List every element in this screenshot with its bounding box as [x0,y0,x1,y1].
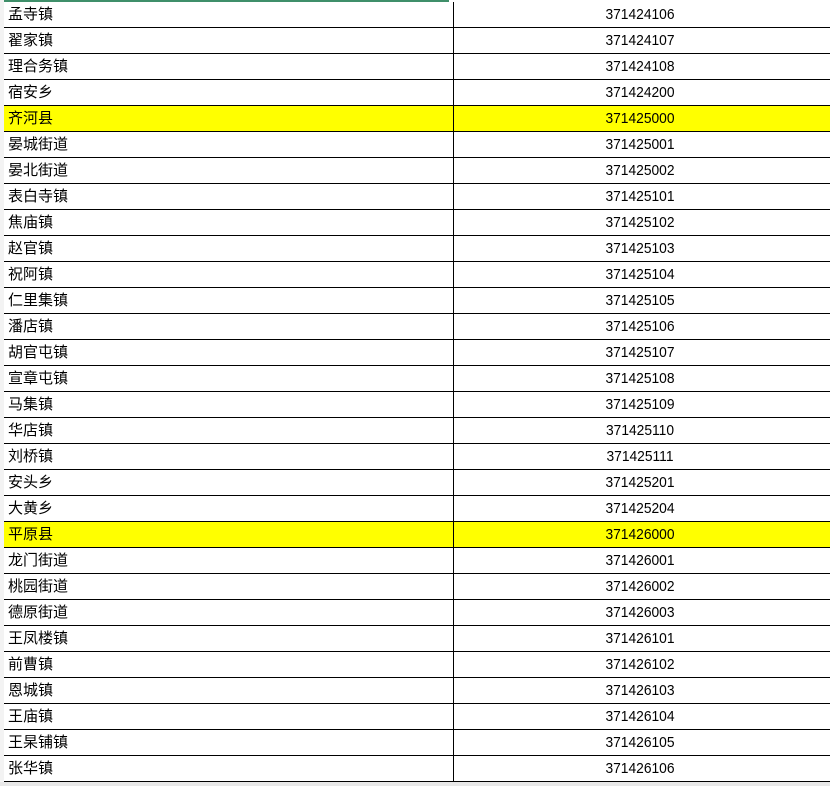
code-cell[interactable]: 371425101 [605,188,675,205]
name-cell[interactable]: 恩城镇 [4,678,454,703]
name-cell[interactable]: 表白寺镇 [4,184,454,209]
table-row: 安头乡 371425201 [4,470,830,496]
name-cell[interactable]: 齐河县 [4,106,454,131]
code-cell[interactable]: 371425201 [605,474,675,491]
name-cell[interactable]: 晏北街道 [4,158,454,183]
name-cell[interactable]: 宿安乡 [4,80,454,105]
name-cell[interactable]: 安头乡 [4,470,454,495]
table-row: 潘店镇 371425106 [4,314,830,340]
code-cell[interactable]: 371425105 [605,292,675,309]
name-cell[interactable]: 焦庙镇 [4,210,454,235]
name-cell[interactable]: 张华镇 [4,756,454,781]
code-cell[interactable]: 371425000 [605,110,675,127]
code-cell[interactable]: 371426104 [605,708,675,725]
code-cell[interactable]: 371426002 [605,578,675,595]
table-row: 孟寺镇 371424106 [4,2,830,28]
name-cell[interactable]: 晏城街道 [4,132,454,157]
table-row: 齐河县 371425000 [4,106,830,132]
table-row: 桃园街道 371426002 [4,574,830,600]
code-cell[interactable]: 371426103 [605,682,675,699]
code-cell[interactable]: 371425102 [605,214,675,231]
code-cell[interactable]: 371425108 [605,370,675,387]
name-cell[interactable]: 刘桥镇 [4,444,454,469]
code-cell[interactable]: 371424106 [605,6,675,23]
table-row: 大黄乡 371425204 [4,496,830,522]
table-row: 刘桥镇 371425111 [4,444,830,470]
table-row: 理合务镇 371424108 [4,54,830,80]
table-row: 前曹镇 371426102 [4,652,830,678]
table-row: 恩城镇 371426103 [4,678,830,704]
table-row: 宿安乡 371424200 [4,80,830,106]
code-cell[interactable]: 371424200 [605,84,675,101]
table-row: 王凤楼镇 371426101 [4,626,830,652]
code-cell[interactable]: 371425109 [605,396,675,413]
code-cell[interactable]: 371425103 [605,240,675,257]
sheet-bottom-edge [0,782,830,786]
table-row: 王杲铺镇 371426105 [4,730,830,756]
name-cell[interactable]: 仁里集镇 [4,288,454,313]
code-cell[interactable]: 371426001 [605,552,675,569]
code-cell[interactable]: 371425001 [605,136,675,153]
name-cell[interactable]: 平原县 [4,522,454,547]
code-cell[interactable]: 371426102 [605,656,675,673]
table-row: 宣章屯镇 371425108 [4,366,830,392]
name-cell[interactable]: 桃园街道 [4,574,454,599]
table-row: 王庙镇 371426104 [4,704,830,730]
name-cell[interactable]: 祝阿镇 [4,262,454,287]
table-row: 晏城街道 371425001 [4,132,830,158]
table-row: 德原街道 371426003 [4,600,830,626]
table-row: 表白寺镇 371425101 [4,184,830,210]
name-cell[interactable]: 德原街道 [4,600,454,625]
code-cell[interactable]: 371426106 [605,760,675,777]
table-row: 翟家镇 371424107 [4,28,830,54]
table-row: 赵官镇 371425103 [4,236,830,262]
name-cell[interactable]: 胡官屯镇 [4,340,454,365]
name-cell[interactable]: 王凤楼镇 [4,626,454,651]
name-cell[interactable]: 翟家镇 [4,28,454,53]
table-row: 马集镇 371425109 [4,392,830,418]
code-cell[interactable]: 371426101 [605,630,675,647]
name-cell[interactable]: 赵官镇 [4,236,454,261]
name-cell[interactable]: 华店镇 [4,418,454,443]
name-cell[interactable]: 龙门街道 [4,548,454,573]
code-cell[interactable]: 371426003 [605,604,675,621]
table-row: 胡官屯镇 371425107 [4,340,830,366]
code-cell[interactable]: 371425106 [605,318,675,335]
table-row: 平原县 371426000 [4,522,830,548]
table-row: 仁里集镇 371425105 [4,288,830,314]
table-row: 祝阿镇 371425104 [4,262,830,288]
code-cell[interactable]: 371425104 [605,266,675,283]
name-cell[interactable]: 大黄乡 [4,496,454,521]
name-cell[interactable]: 前曹镇 [4,652,454,677]
code-cell[interactable]: 371426000 [605,526,675,543]
table-row: 焦庙镇 371425102 [4,210,830,236]
code-cell[interactable]: 371425204 [605,500,675,517]
code-cell[interactable]: 371425107 [605,344,675,361]
code-cell[interactable]: 371424108 [605,58,675,75]
table-row: 张华镇 371426106 [4,756,830,782]
name-cell[interactable]: 孟寺镇 [4,2,454,27]
code-cell[interactable]: 371426105 [605,734,675,751]
code-cell[interactable]: 371424107 [605,32,675,49]
table-row: 华店镇 371425110 [4,418,830,444]
active-cell-indicator [4,0,449,2]
name-cell[interactable]: 马集镇 [4,392,454,417]
code-cell[interactable]: 371425111 [606,448,674,465]
name-cell[interactable]: 宣章屯镇 [4,366,454,391]
name-cell[interactable]: 王庙镇 [4,704,454,729]
table-row: 晏北街道 371425002 [4,158,830,184]
code-cell[interactable]: 371425110 [605,422,675,439]
spreadsheet-grid: 孟寺镇 371424106 翟家镇 371424107 理合务镇 371424108 宿安乡… [4,0,830,782]
code-cell[interactable]: 371425002 [605,162,675,179]
name-cell[interactable]: 王杲铺镇 [4,730,454,755]
table-row: 龙门街道 371426001 [4,548,830,574]
name-cell[interactable]: 理合务镇 [4,54,454,79]
name-cell[interactable]: 潘店镇 [4,314,454,339]
